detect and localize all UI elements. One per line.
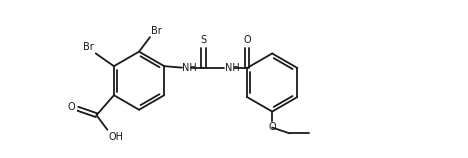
Text: O: O [243, 35, 251, 46]
Text: S: S [200, 35, 206, 46]
Text: Br: Br [152, 26, 162, 36]
Text: NH: NH [183, 63, 197, 73]
Text: O: O [68, 102, 75, 112]
Text: Br: Br [83, 42, 94, 52]
Text: OH: OH [109, 132, 124, 142]
Text: O: O [268, 122, 276, 132]
Text: NH: NH [225, 63, 239, 73]
